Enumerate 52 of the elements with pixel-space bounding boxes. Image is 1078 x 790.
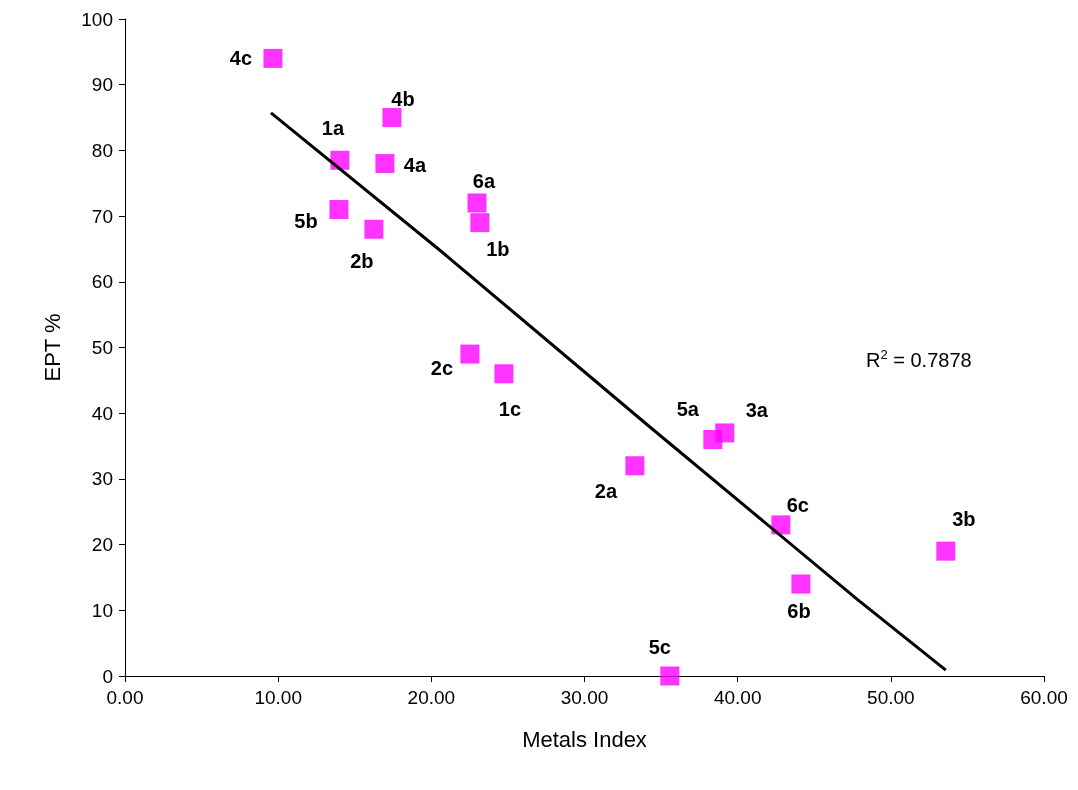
annotation: 2c: [430, 357, 454, 380]
annotation: 1b: [486, 237, 510, 260]
point: [460, 344, 480, 364]
annotation: 1a: [321, 117, 345, 140]
x-tick-label: 0.00: [106, 687, 144, 708]
x-axis-title: Metals Index: [522, 726, 647, 752]
annotation: 5c: [648, 636, 671, 658]
y-tick-label: 30: [91, 468, 113, 490]
point: [715, 423, 735, 443]
annotation: 2a: [594, 479, 618, 502]
x-tick-label: 50.00: [867, 687, 915, 708]
y-tick-label: 0: [102, 665, 113, 687]
x-tick-label: 40.00: [713, 687, 762, 708]
point: [470, 213, 490, 233]
point: [375, 154, 395, 174]
point: [467, 193, 487, 213]
point: [329, 200, 349, 220]
annotation: 6c: [786, 493, 809, 516]
point: [263, 48, 283, 68]
y-tick-label: 60: [91, 271, 113, 293]
y-tick-label: 50: [91, 337, 113, 358]
annotation: 5a: [676, 398, 700, 421]
y-tick-label: 10: [91, 599, 113, 621]
point: [625, 456, 645, 476]
point: [660, 666, 680, 686]
point: [494, 364, 514, 384]
annotation: 2b: [350, 250, 374, 273]
point: [364, 219, 384, 239]
y-tick-label: 70: [91, 205, 113, 227]
annotation: 3b: [952, 508, 976, 531]
x-tick-label: 10.00: [254, 687, 302, 708]
point: [936, 541, 956, 561]
y-tick-label: 100: [81, 8, 113, 30]
x-tick-label: 20.00: [407, 687, 456, 708]
annotation: 4a: [403, 153, 427, 176]
point: [791, 574, 811, 594]
annotation: 6b: [787, 600, 811, 623]
annotation: 5b: [294, 209, 318, 232]
annotation: 3a: [745, 398, 769, 421]
point: [771, 515, 791, 535]
y-tick-label: 40: [91, 402, 113, 424]
x-tick-label: 30.00: [560, 687, 609, 708]
annotation: 6a: [472, 169, 496, 192]
x-tick-label: 60.00: [1020, 687, 1068, 708]
y-tick-label: 20: [91, 534, 113, 556]
point: [382, 108, 402, 128]
annotation: 4c: [229, 47, 253, 70]
y-axis-title: EPT %: [39, 313, 65, 382]
annotation: 4b: [391, 87, 415, 110]
y-tick-label: 90: [91, 74, 113, 96]
annotation: 1c: [498, 397, 522, 420]
y-tick-label: 80: [91, 139, 113, 161]
